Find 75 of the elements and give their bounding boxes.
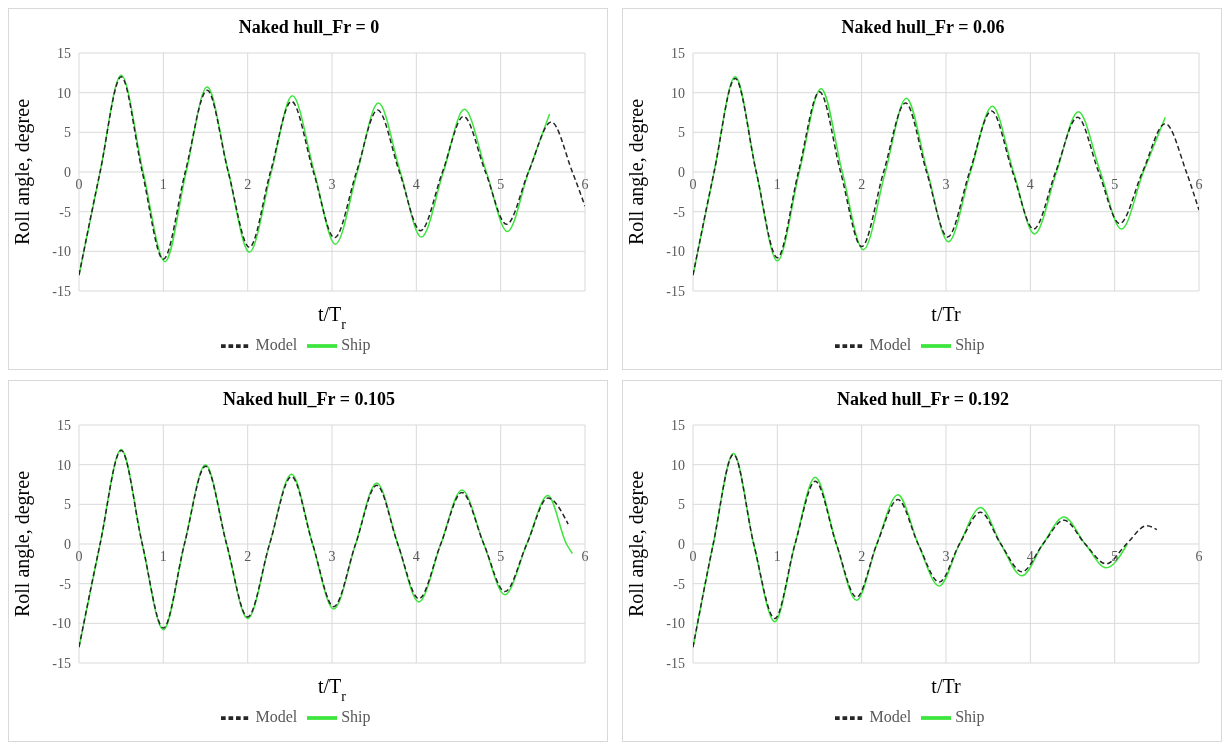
x-tick-label: 3 [942,177,950,192]
x-tick-label: 5 [497,177,505,192]
y-tick-label: 5 [678,125,685,141]
legend-label: Ship [341,707,371,725]
chart-title: Naked hull_Fr = 0.105 [222,389,396,410]
x-tick-label: 1 [773,549,781,564]
y-tick-label: -5 [59,576,71,592]
legend-label: Model [255,707,298,725]
x-tick-label: 2 [858,177,866,192]
y-tick-label: -15 [666,283,685,299]
y-tick-label: 10 [57,85,71,101]
y-tick-label: -15 [666,655,685,671]
chart-title: Naked hull_Fr = 0 [237,17,381,38]
y-tick-label: 10 [671,85,685,101]
x-tick-label: 0 [689,177,697,192]
y-tick-label: -10 [52,244,71,260]
x-tick-label: 2 [858,549,866,564]
y-tick-label: 0 [64,164,71,180]
x-tick-label: 1 [159,549,167,564]
y-tick-label: -5 [59,204,71,220]
y-tick-label: 0 [64,536,71,552]
x-axis-title: t/Tr [931,675,961,697]
y-axis-title: Roll angle, degree [625,470,648,618]
y-axis-title: Roll angle, degree [11,98,34,246]
y-axis-title: Roll angle, degree [625,98,648,246]
legend-label: Ship [955,707,985,725]
x-tick-label: 2 [244,177,252,192]
x-tick-label: 3 [328,177,336,192]
y-tick-label: -5 [673,576,685,592]
x-tick-label: 3 [942,549,950,564]
legend-label: Ship [955,335,985,353]
y-tick-label: 15 [57,417,71,433]
x-tick-label: 6 [581,177,589,192]
y-tick-label: 5 [64,497,71,513]
y-tick-label: 10 [57,457,71,473]
legend-label: Model [255,335,298,353]
x-tick-label: 1 [159,177,167,192]
legend-label: Model [869,707,912,725]
y-tick-label: 15 [57,45,71,61]
y-tick-label: 15 [671,45,685,61]
y-tick-label: 5 [64,125,71,141]
y-tick-label: -15 [52,655,71,671]
x-tick-label: 6 [581,549,589,564]
legend-label: Ship [341,335,371,353]
x-tick-label: 4 [1026,177,1034,192]
x-tick-label: 0 [75,177,83,192]
x-tick-label: 0 [689,549,697,564]
y-tick-label: 0 [678,164,685,180]
y-tick-label: -10 [52,616,71,632]
x-tick-label: 5 [497,549,505,564]
legend-label: Model [869,335,912,353]
y-tick-label: -5 [673,204,685,220]
x-tick-label: 3 [328,549,336,564]
x-axis-title: t/T$_{r}$ [317,303,347,332]
x-tick-label: 2 [244,549,252,564]
x-tick-label: 0 [75,549,83,564]
y-tick-label: -15 [52,283,71,299]
y-tick-label: -10 [666,244,685,260]
chart-title: Naked hull_Fr = 0.192 [836,389,1010,410]
x-tick-label: 6 [1195,177,1203,192]
y-tick-label: -10 [666,616,685,632]
y-axis-title: Roll angle, degree [11,470,34,618]
y-tick-label: 10 [671,457,685,473]
x-tick-label: 4 [412,177,420,192]
x-tick-label: 1 [773,177,781,192]
x-tick-label: 5 [1111,177,1119,192]
x-tick-label: 4 [412,549,420,564]
x-tick-label: 6 [1195,549,1203,564]
x-tick-label: 4 [1026,549,1034,564]
x-axis-title: t/Tr [931,303,961,325]
y-tick-label: 5 [678,497,685,513]
chart-title: Naked hull_Fr = 0.06 [840,17,1006,38]
y-tick-label: 15 [671,417,685,433]
x-axis-title: t/T$_{r}$ [317,675,347,704]
y-tick-label: 0 [678,536,685,552]
